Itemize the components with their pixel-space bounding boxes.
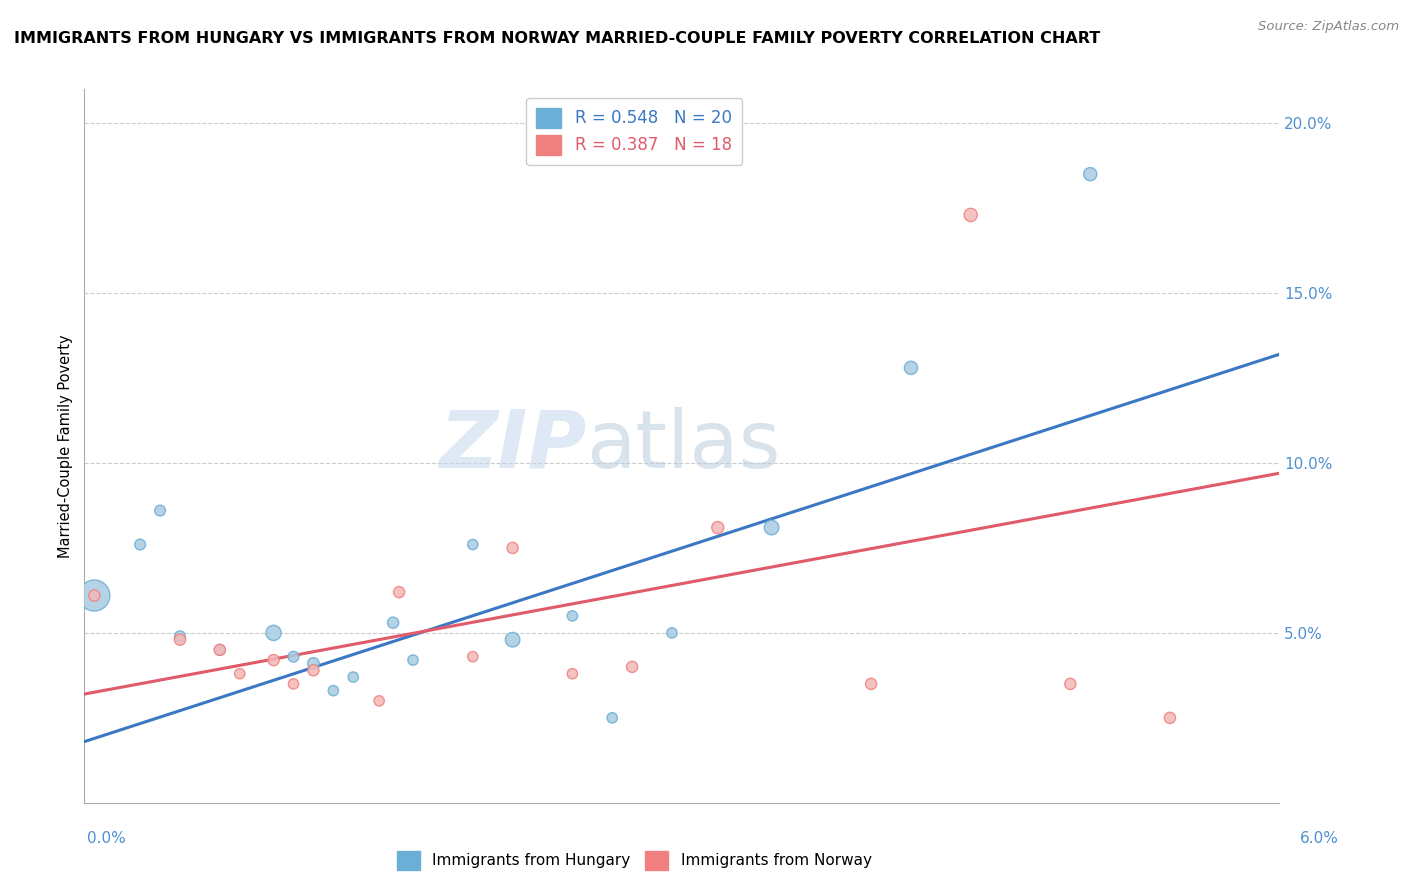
Point [502, 541, 524, 555]
Point [169, 632, 191, 647]
Point [661, 626, 683, 640]
Point [263, 653, 285, 667]
Point [228, 666, 252, 681]
Point [322, 683, 344, 698]
Point [208, 643, 231, 657]
Point [368, 694, 391, 708]
Text: IMMIGRANTS FROM HUNGARY VS IMMIGRANTS FROM NORWAY MARRIED-COUPLE FAMILY POVERTY : IMMIGRANTS FROM HUNGARY VS IMMIGRANTS FR… [14, 31, 1101, 46]
Point [283, 649, 305, 664]
Point [208, 643, 231, 657]
Text: ZIP: ZIP [439, 407, 586, 485]
Text: 0.0%: 0.0% [87, 831, 127, 846]
Point [461, 537, 484, 551]
Point [461, 649, 484, 664]
Point [959, 208, 981, 222]
Point [83, 589, 105, 603]
Legend: Immigrants from Hungary, Immigrants from Norway: Immigrants from Hungary, Immigrants from… [389, 843, 879, 877]
Text: 6.0%: 6.0% [1299, 831, 1339, 846]
Point [706, 520, 728, 534]
Point [149, 503, 172, 517]
Point [621, 660, 644, 674]
Point [302, 663, 325, 677]
Point [1059, 677, 1081, 691]
Point [761, 520, 783, 534]
Y-axis label: Married-Couple Family Poverty: Married-Couple Family Poverty [58, 334, 73, 558]
Point [382, 615, 405, 630]
Point [900, 360, 922, 375]
Point [388, 585, 411, 599]
Point [169, 629, 191, 643]
Text: atlas: atlas [586, 407, 780, 485]
Point [561, 608, 583, 623]
Point [600, 711, 623, 725]
Point [263, 626, 285, 640]
Text: Source: ZipAtlas.com: Source: ZipAtlas.com [1258, 20, 1399, 33]
Point [502, 632, 524, 647]
Point [283, 677, 305, 691]
Point [129, 537, 152, 551]
Point [1078, 167, 1101, 181]
Point [342, 670, 364, 684]
Point [860, 677, 883, 691]
Point [302, 657, 325, 671]
Point [561, 666, 583, 681]
Point [83, 589, 105, 603]
Point [1159, 711, 1181, 725]
Point [402, 653, 425, 667]
